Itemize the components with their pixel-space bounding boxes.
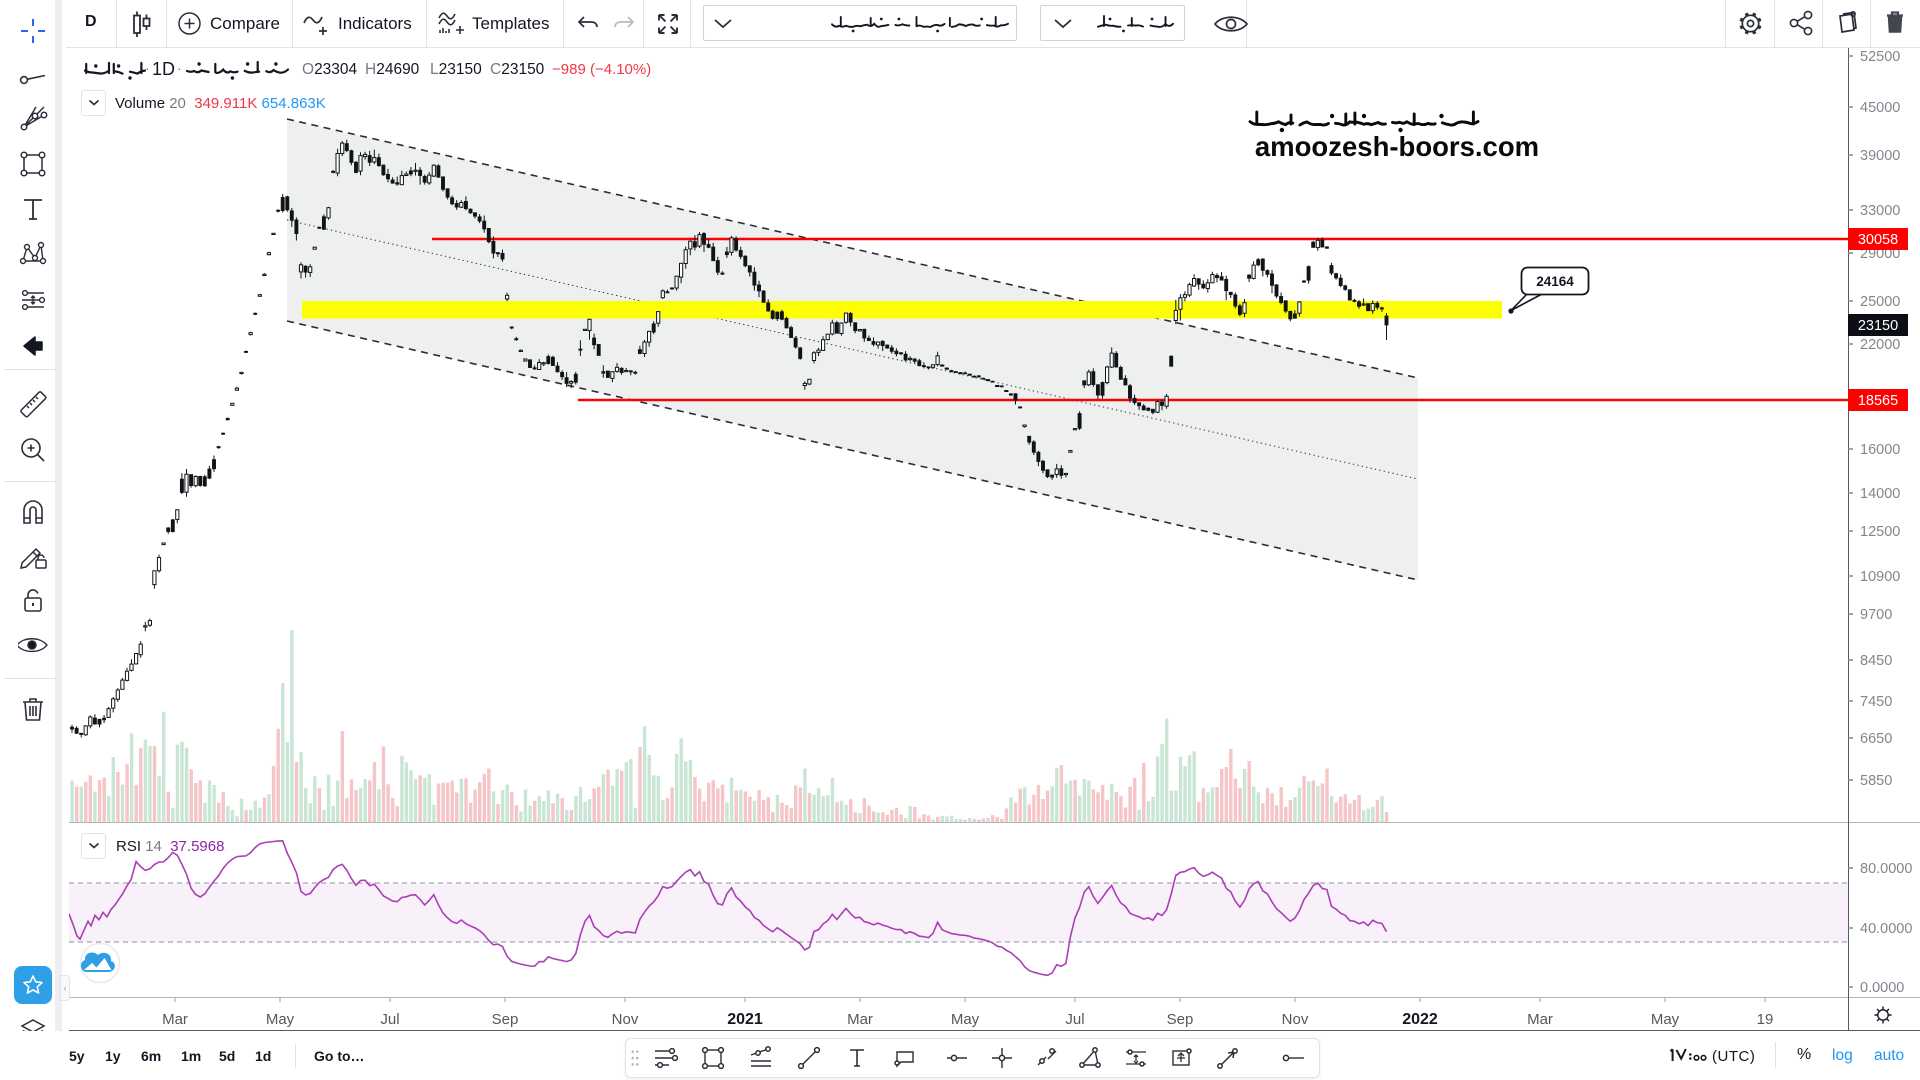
svg-text:30058: 30058 [1858, 232, 1898, 248]
svg-text:Sep: Sep [1167, 1011, 1194, 1028]
svg-text:18565: 18565 [1858, 393, 1898, 409]
svg-text:Sep: Sep [492, 1011, 519, 1028]
svg-text:40.0000: 40.0000 [1860, 921, 1912, 937]
svg-text:14000: 14000 [1860, 486, 1900, 502]
svg-text:8450: 8450 [1860, 653, 1892, 669]
svg-text:9700: 9700 [1860, 607, 1892, 623]
svg-text:2021: 2021 [727, 1011, 763, 1028]
svg-text:16000: 16000 [1860, 442, 1900, 458]
svg-text:2022: 2022 [1402, 1011, 1438, 1028]
svg-text:24164: 24164 [1536, 274, 1574, 289]
svg-text:May: May [266, 1011, 295, 1028]
svg-text:39000: 39000 [1860, 148, 1900, 164]
svg-text:22000: 22000 [1860, 337, 1900, 353]
svg-text:May: May [1651, 1011, 1680, 1028]
svg-text:Mar: Mar [1527, 1011, 1553, 1028]
svg-text:Mar: Mar [847, 1011, 873, 1028]
svg-text:12500: 12500 [1860, 524, 1900, 540]
svg-text:5850: 5850 [1860, 773, 1892, 789]
svg-text:10900: 10900 [1860, 569, 1900, 585]
svg-text:52500: 52500 [1860, 49, 1900, 65]
svg-text:33000: 33000 [1860, 203, 1900, 219]
svg-text:Mar: Mar [162, 1011, 188, 1028]
svg-text:amoozesh-boors.com: amoozesh-boors.com [1255, 131, 1539, 162]
svg-text:May: May [951, 1011, 980, 1028]
svg-text:80.0000: 80.0000 [1860, 861, 1912, 877]
svg-text:23150: 23150 [1858, 318, 1898, 334]
svg-text:45000: 45000 [1860, 100, 1900, 116]
svg-text:Jul: Jul [1065, 1011, 1084, 1028]
svg-text:0.0000: 0.0000 [1860, 980, 1904, 996]
svg-text:7450: 7450 [1860, 694, 1892, 710]
svg-text:Nov: Nov [612, 1011, 639, 1028]
svg-text:Jul: Jul [380, 1011, 399, 1028]
svg-text:6650: 6650 [1860, 731, 1892, 747]
svg-text:25000: 25000 [1860, 294, 1900, 310]
svg-text:19: 19 [1757, 1011, 1774, 1028]
svg-text:Nov: Nov [1282, 1011, 1309, 1028]
